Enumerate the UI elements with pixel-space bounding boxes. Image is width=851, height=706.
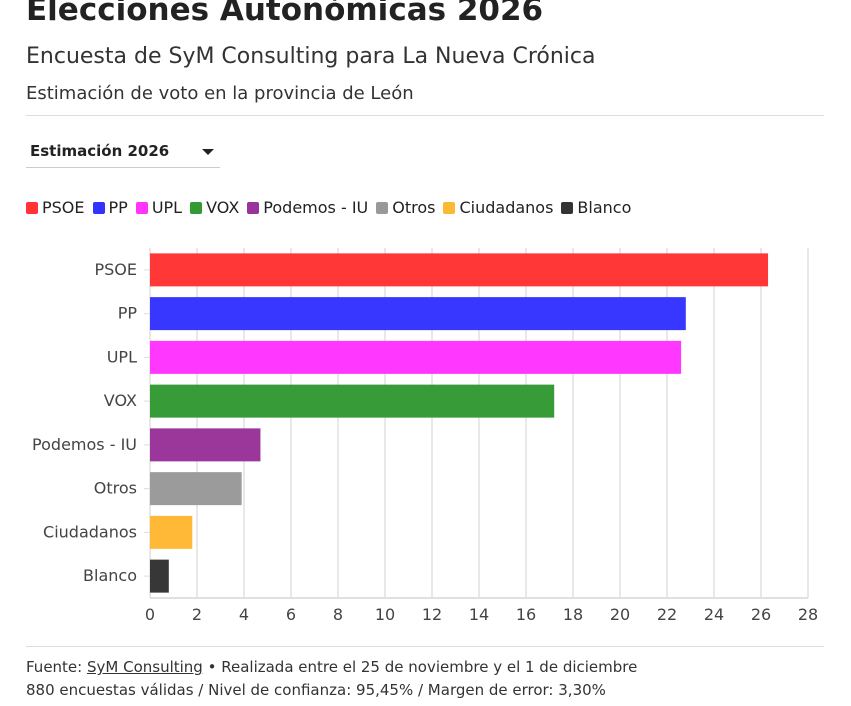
- source-link[interactable]: SyM Consulting: [87, 658, 203, 676]
- y-tick-label: PP: [118, 304, 138, 323]
- legend-item[interactable]: PSOE: [26, 198, 85, 217]
- x-tick-label: 0: [145, 605, 155, 624]
- legend-item[interactable]: Otros: [376, 198, 435, 217]
- legend: PSOE PP UPL VOX Podemos - IU Otros Ciudadanos B…: [26, 198, 631, 217]
- y-tick-label: Podemos - IU: [32, 435, 137, 454]
- x-tick-label: 12: [422, 605, 442, 624]
- legend-item[interactable]: Ciudadanos: [443, 198, 553, 217]
- x-tick-label: 8: [333, 605, 343, 624]
- legend-swatch: [376, 201, 389, 214]
- legend-swatch: [247, 201, 260, 214]
- legend-label: VOX: [206, 198, 240, 217]
- legend-label: Otros: [392, 198, 436, 217]
- x-tick-label: 14: [469, 605, 489, 624]
- legend-swatch: [135, 201, 148, 214]
- x-tick-label: 28: [798, 605, 818, 624]
- x-tick-label: 4: [239, 605, 249, 624]
- legend-item[interactable]: Blanco: [561, 198, 631, 217]
- legend-label: Blanco: [577, 198, 632, 217]
- y-tick-label: Blanco: [83, 566, 137, 585]
- bar: [150, 515, 193, 549]
- y-tick-label: UPL: [107, 347, 137, 366]
- x-tick-label: 2: [192, 605, 202, 624]
- dropdown-value: Estimación 2026: [30, 142, 170, 160]
- y-tick-label: VOX: [104, 391, 137, 410]
- y-tick-label: PSOE: [94, 260, 137, 279]
- x-tick-label: 16: [516, 605, 536, 624]
- y-tick-label: Otros: [94, 479, 137, 498]
- x-tick-label: 20: [610, 605, 630, 624]
- legend-item[interactable]: PP: [92, 198, 128, 217]
- x-tick-label: 26: [751, 605, 771, 624]
- chart-description: Estimación de voto en la provincia de Le…: [26, 83, 414, 104]
- survey-details: 880 encuestas válidas / Nivel de confian…: [26, 681, 606, 699]
- x-tick-label: 18: [563, 605, 583, 624]
- legend-item[interactable]: Podemos - IU: [247, 198, 368, 217]
- x-tick-label: 24: [704, 605, 724, 624]
- legend-item[interactable]: VOX: [190, 198, 239, 217]
- bar-chart: 0 2 4 6 8 10 12 14 16 18 20 22 24 26 28PSOEPPUPLVOXPod…: [32, 248, 818, 624]
- legend-swatch: [92, 201, 105, 214]
- footer: Fuente: SyM Consulting • Realizada entre…: [26, 656, 637, 702]
- bar: [150, 253, 769, 287]
- bar: [150, 384, 555, 418]
- x-tick-label: 22: [657, 605, 677, 624]
- source-label: Fuente:: [26, 658, 83, 676]
- y-tick-label: Ciudadanos: [43, 522, 137, 541]
- chevron-down-icon: [202, 149, 214, 155]
- chart-subtitle: Encuesta de SyM Consulting para La Nueva…: [26, 44, 596, 69]
- legend-label: Ciudadanos: [459, 198, 554, 217]
- estimate-dropdown[interactable]: Estimación 2026: [26, 139, 220, 168]
- bar: [150, 297, 686, 331]
- legend-swatch: [190, 201, 203, 214]
- survey-dates: • Realizada entre el 25 de noviembre y e…: [202, 658, 638, 676]
- bar: [150, 340, 682, 374]
- legend-item[interactable]: UPL: [135, 198, 183, 217]
- legend-label: PP: [108, 198, 128, 217]
- chart-title: Elecciones Autonómicas 2026: [26, 0, 544, 28]
- x-tick-label: 10: [375, 605, 395, 624]
- bar: [150, 559, 169, 593]
- legend-swatch: [561, 201, 574, 214]
- bar: [150, 428, 261, 462]
- divider: [26, 646, 824, 647]
- divider: [26, 115, 824, 116]
- x-tick-label: 6: [286, 605, 296, 624]
- legend-label: UPL: [151, 198, 183, 217]
- bar: [150, 472, 242, 506]
- legend-label: Podemos - IU: [263, 198, 369, 217]
- legend-swatch: [26, 201, 38, 214]
- legend-label: PSOE: [42, 198, 85, 217]
- legend-swatch: [443, 201, 456, 214]
